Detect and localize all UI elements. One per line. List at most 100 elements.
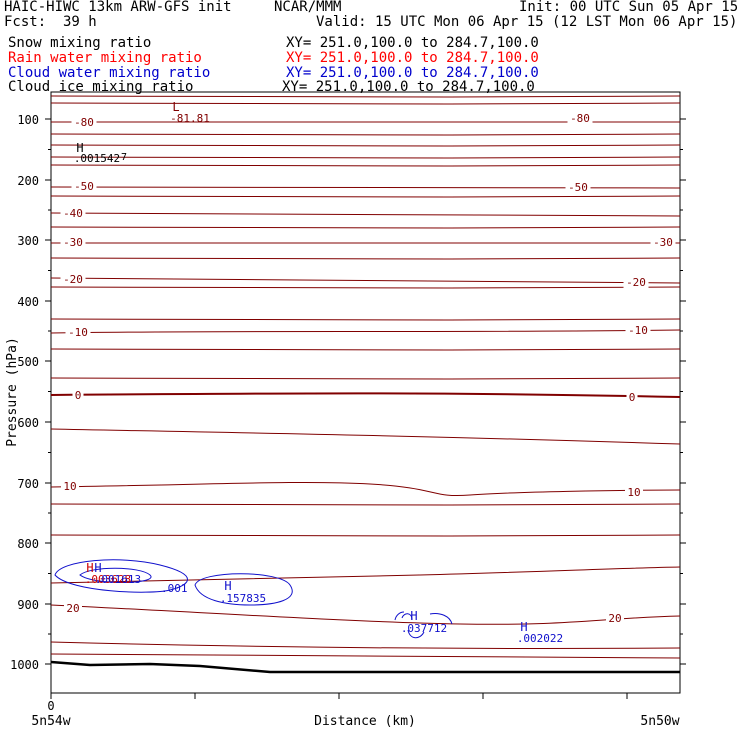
extremum-value: -81.81 xyxy=(170,112,210,125)
extremum-marker: H xyxy=(224,579,231,593)
contour-label-bg xyxy=(567,112,593,124)
temperature-contour-label: -30 xyxy=(63,236,83,249)
temperature-contour-label: 0 xyxy=(75,389,82,402)
field-name-snow: Snow mixing ratio xyxy=(8,35,152,51)
temperature-contour-label: -20 xyxy=(626,276,646,289)
cloud-water-contour xyxy=(401,613,413,621)
temperature-contour xyxy=(50,102,681,105)
y-tick-label: 400 xyxy=(17,295,39,309)
cloud-water-contour xyxy=(429,613,453,625)
extremum-marker: H xyxy=(86,561,93,575)
temperature-contour xyxy=(50,392,681,398)
temperature-contour xyxy=(50,641,681,650)
contour-label-bg xyxy=(626,391,638,403)
temperature-contour xyxy=(50,144,681,147)
field-xy-cloud-ice: XY= 251.0,100.0 to 284.7,100.0 xyxy=(282,79,535,95)
temperature-contour-label: -50 xyxy=(568,181,588,194)
temperature-contour xyxy=(50,653,681,659)
temperature-contour xyxy=(50,286,681,289)
extremum-marker: H xyxy=(520,620,527,634)
temperature-contour xyxy=(50,156,681,159)
temperature-contour-label: -80 xyxy=(570,112,590,125)
extremum-marker: L xyxy=(172,100,179,114)
temperature-contour xyxy=(50,212,681,217)
temperature-contour-label: -80 xyxy=(74,116,94,129)
extremum-marker: H xyxy=(76,141,83,155)
temperature-contour xyxy=(50,604,681,625)
temperature-contour-label: -40 xyxy=(63,207,83,220)
extremum-marker: H xyxy=(94,561,101,575)
temperature-contour xyxy=(50,481,681,497)
temperature-contour-label: 10 xyxy=(627,486,640,499)
extremum-value: .001613 xyxy=(95,573,141,586)
field-name-rain: Rain water mixing ratio xyxy=(8,50,202,66)
temperature-contour xyxy=(50,164,681,167)
contour-label-bg xyxy=(60,207,86,219)
cloud-water-contour-label: .001 xyxy=(161,582,188,595)
temperature-contour xyxy=(50,195,681,198)
temperature-contour xyxy=(50,257,681,260)
cloud-water-contour xyxy=(54,559,188,593)
temperature-contour xyxy=(50,318,681,321)
temperature-contour-label: -30 xyxy=(653,236,673,249)
temperature-contour-label: 10 xyxy=(63,480,76,493)
contour-label-bg xyxy=(72,389,84,401)
x-tick-label: 0 xyxy=(47,699,54,713)
valid-time: Valid: 15 UTC Mon 06 Apr 15 (12 LST Mon … xyxy=(316,14,738,30)
extremum-value: .003628 xyxy=(85,573,131,586)
contour-label-bg xyxy=(625,324,651,336)
x-axis-title: Distance (km) xyxy=(314,714,416,729)
extremum-value: .002022 xyxy=(517,632,563,645)
forecast-label: Fcst: xyxy=(4,14,47,30)
y-tick-label: 800 xyxy=(17,537,39,551)
ice-contour-label: 7 xyxy=(121,152,127,163)
temperature-contour-label: 20 xyxy=(66,602,79,615)
field-xy-snow: XY= 251.0,100.0 to 284.7,100.0 xyxy=(286,35,539,51)
y-tick-label: 100 xyxy=(17,113,39,127)
y-axis-title: Pressure (hPa) xyxy=(5,337,20,447)
contour-label-bg xyxy=(71,180,97,192)
cloud-water-contour xyxy=(79,567,152,583)
contour-label-bg xyxy=(60,236,86,248)
contour-label-bg xyxy=(625,486,643,498)
contour-label-bg xyxy=(650,236,676,248)
y-tick-label: 500 xyxy=(17,355,39,369)
temperature-contour xyxy=(50,534,681,537)
temperature-contour-label: 20 xyxy=(608,612,621,625)
cloud-water-contour xyxy=(407,629,425,639)
y-tick-label: 600 xyxy=(17,416,39,430)
x-right-label: 5n50w xyxy=(640,714,679,729)
y-tick-label: 1000 xyxy=(10,658,39,672)
cloud-water-contour xyxy=(194,573,293,606)
field-xy-rain: XY= 251.0,100.0 to 284.7,100.0 xyxy=(286,50,539,66)
field-xy-cloud-water: XY= 251.0,100.0 to 284.7,100.0 xyxy=(286,65,539,81)
temperature-contour xyxy=(50,226,681,229)
contour-label-bg xyxy=(623,276,649,288)
plot-frame xyxy=(50,91,681,694)
temperature-contour xyxy=(50,377,681,380)
y-tick-label: 200 xyxy=(17,174,39,188)
temperature-contour xyxy=(50,566,681,584)
terrain-surface xyxy=(50,660,680,674)
model-title: HAIC-HIWC 13km ARW-GFS init xyxy=(4,0,232,15)
temperature-contour xyxy=(50,133,681,136)
temperature-contour xyxy=(50,428,681,445)
temperature-contour-label: -10 xyxy=(68,326,88,339)
contour-label-bg xyxy=(606,612,624,624)
field-name-cloud-water: Cloud water mixing ratio xyxy=(8,65,211,81)
contour-label-bg xyxy=(65,326,91,338)
y-tick-label: 700 xyxy=(17,477,39,491)
y-tick-label: 900 xyxy=(17,598,39,612)
temperature-contour-label: -10 xyxy=(628,324,648,337)
temperature-contour xyxy=(50,95,681,98)
contour-label-bg xyxy=(64,602,82,614)
temperature-contour xyxy=(50,329,681,334)
init-time: Init: 00 UTC Sun 05 Apr 15 xyxy=(519,0,739,15)
x-left-label: 5n54w xyxy=(31,714,70,729)
cloud-water-contour xyxy=(394,611,405,621)
extremum-value: .037712 xyxy=(401,622,447,635)
extremum-value: .001542 xyxy=(74,152,120,165)
extremum-value: .157835 xyxy=(220,592,266,605)
temperature-contour xyxy=(50,503,681,506)
